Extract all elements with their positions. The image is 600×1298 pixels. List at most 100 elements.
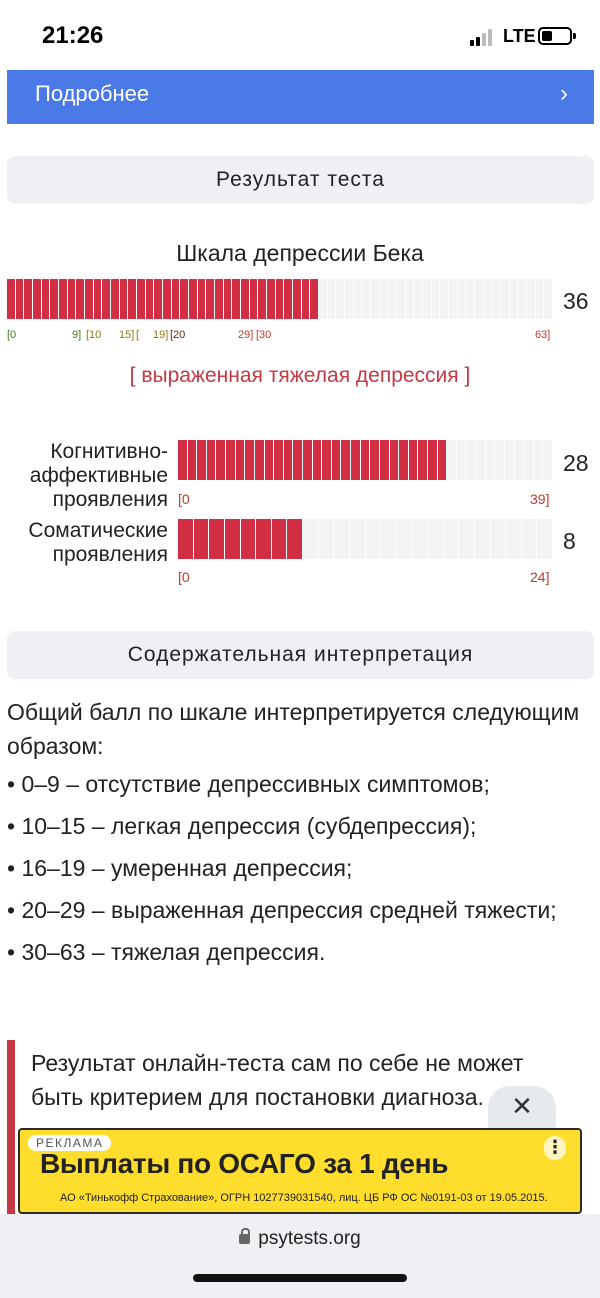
ad-tag: РЕКЛАМА (28, 1135, 112, 1151)
bar-segment-empty (537, 519, 553, 559)
subscale-cognitive-bar (178, 440, 553, 480)
subscale-label-line: Когнитивно- (50, 440, 168, 463)
bar-segment-empty (514, 440, 525, 480)
bar-segment-empty (474, 519, 491, 559)
more-details-button[interactable]: Подробнее › (7, 70, 594, 124)
bar-segment-filled (274, 440, 284, 480)
close-ad-button[interactable]: ✕ (488, 1086, 556, 1130)
bar-segment-filled (226, 440, 236, 480)
bar-segment-filled (50, 279, 59, 319)
status-time: 21:26 (42, 22, 104, 49)
subscale-somatic-score: 8 (563, 528, 576, 554)
bar-segment-filled (85, 279, 94, 319)
bar-segment-empty (457, 279, 467, 319)
bar-segment-filled (216, 440, 227, 480)
bar-segment-filled (41, 279, 51, 319)
bar-segment-filled (163, 279, 172, 319)
disclaimer-note: Результат онлайн-теста сам по себе не мо… (7, 1040, 600, 1220)
bar-segment-filled (264, 440, 275, 480)
subscale-label-line: проявления (52, 543, 168, 566)
bar-segment-empty (533, 440, 544, 480)
interpretation-item: • 16–19 – умеренная депрессия; (7, 855, 353, 881)
bar-segment-filled (408, 440, 419, 480)
tick-label: 9] (72, 329, 82, 341)
bar-segment-filled (241, 279, 250, 319)
result-header: Результат теста (7, 156, 594, 204)
subscale-label-line: Соматические (28, 519, 168, 542)
more-details-label: Подробнее (35, 81, 150, 106)
subscale-somatic-max: 24] (530, 569, 550, 585)
result-verdict: [ выраженная тяжелая депрессия ] (129, 364, 471, 387)
main-score: 36 (563, 288, 589, 314)
bar-segment-filled (154, 279, 163, 319)
bar-segment-filled (379, 440, 390, 480)
subscale-cognitive-score: 28 (563, 450, 589, 476)
bar-segment-filled (197, 279, 207, 319)
bar-segment-empty (396, 519, 413, 559)
scale-title: Шкала депрессии Бека (176, 240, 424, 266)
bar-segment-filled (322, 440, 332, 480)
bar-segment-filled (76, 279, 85, 319)
subscale-cognitive-label: Когнитивно- аффективные проявления (0, 440, 168, 512)
bar-segment-filled (303, 440, 313, 480)
bar-segment-empty (449, 279, 458, 319)
bar-segment-empty (327, 279, 337, 319)
bar-segment-filled (189, 279, 198, 319)
more-options-icon[interactable]: ⋮ (544, 1136, 566, 1160)
bar-segment-filled (275, 279, 285, 319)
bar-segment-empty (414, 279, 423, 319)
bar-segment-empty (379, 279, 389, 319)
ad-banner[interactable]: РЕКЛАМА Выплаты по ОСАГО за 1 день АО «Т… (18, 1128, 582, 1214)
bar-segment-filled (283, 440, 294, 480)
bar-segment-empty (459, 519, 475, 559)
status-bar: 21:26 LTE (0, 0, 600, 70)
subscale-somatic-label: Соматические проявления (0, 519, 168, 567)
bar-segment-empty (521, 519, 538, 559)
bar-segment-empty (353, 279, 363, 319)
tick-label: [30 (256, 329, 272, 341)
ad-fine-print: АО «Тинькофф Страхование», ОГРН 10277390… (60, 1192, 548, 1204)
main-scale-bar (7, 279, 553, 319)
bar-segment-empty (543, 440, 553, 480)
interpretation-header: Содержательная интерпретация (7, 631, 594, 679)
bar-segment-filled (145, 279, 155, 319)
interpretation-intro: Общий балл по шкале интерпретируется сле… (7, 699, 580, 759)
interpretation-item: • 10–15 – легкая депрессия (субдепрессия… (7, 813, 477, 839)
bar-segment-empty (483, 279, 493, 319)
bar-segment-filled (59, 279, 68, 319)
bar-segment-filled (258, 279, 267, 319)
bar-segment-empty (440, 279, 449, 319)
bar-segment-filled (249, 279, 259, 319)
bar-segment-filled (399, 440, 409, 480)
interpretation-item: • 0–9 – отсутствие депрессивных симптомо… (7, 771, 490, 797)
tick-label: 15] (119, 329, 135, 341)
subscale-cognitive-min: [0 (178, 491, 190, 507)
bar-segment-empty (423, 279, 432, 319)
bar-segment-filled (128, 279, 137, 319)
bar-segment-empty (303, 519, 319, 559)
bar-segment-filled (137, 279, 146, 319)
bar-segment-empty (527, 279, 536, 319)
bar-segment-filled (206, 279, 215, 319)
bar-segment-empty (506, 519, 522, 559)
bar-segment-filled (7, 279, 16, 319)
bar-segment-empty (509, 279, 519, 319)
bar-segment-filled (389, 440, 400, 480)
bar-segment-empty (349, 519, 366, 559)
tick-label: 19] (153, 329, 169, 341)
bar-segment-filled (293, 440, 303, 480)
subscale-cognitive-max: 39] (530, 491, 550, 507)
bar-segment-empty (524, 440, 534, 480)
bar-segment-filled (171, 279, 181, 319)
bar-segment-filled (215, 279, 224, 319)
bar-segment-empty (345, 279, 354, 319)
home-indicator (193, 1274, 407, 1282)
bar-segment-filled (102, 279, 111, 319)
bar-segment-empty (485, 440, 496, 480)
bar-segment-empty (490, 519, 507, 559)
network-type: LTE (503, 26, 536, 46)
bar-segment-empty (504, 440, 515, 480)
chevron-right-icon: › (560, 80, 568, 107)
bar-segment-filled (119, 279, 129, 319)
browser-address-bar[interactable]: psytests.org (0, 1214, 600, 1298)
